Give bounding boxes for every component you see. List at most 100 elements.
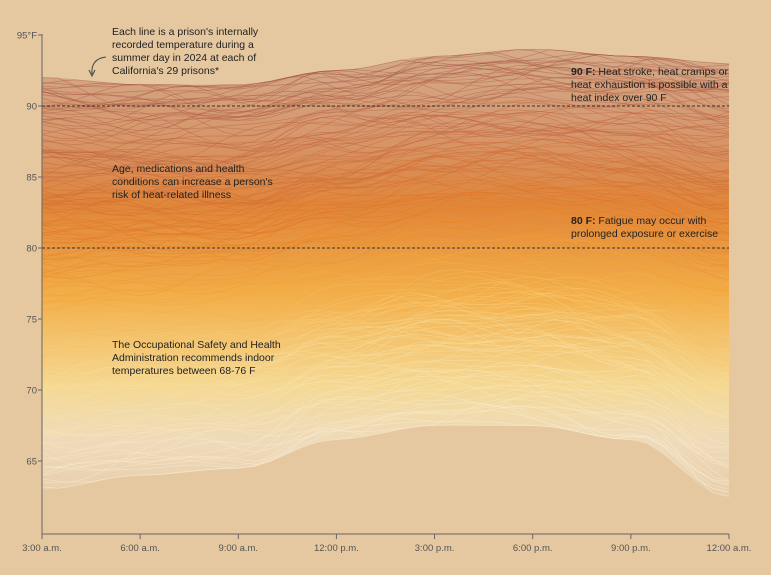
prison-temperature-line [41, 287, 730, 377]
annotation-bold: 90 F: [571, 66, 596, 78]
annotation-line: Administration recommends indoor [112, 352, 275, 364]
prison-temperature-line [41, 109, 730, 171]
svg-text:Each line is a prison's intern: Each line is a prison's internally record… [112, 26, 259, 77]
prison-temperature-line [41, 76, 730, 140]
prison-temperature-line [41, 373, 730, 437]
prison-temperature-line [41, 314, 730, 382]
annotation-age: Age, medications and health conditions ca… [112, 163, 273, 201]
x-tick-label: 9:00 a.m. [218, 543, 258, 554]
prison-temperature-line [41, 292, 730, 372]
curved-arrow-icon [91, 56, 107, 75]
prison-temperature-line [41, 271, 730, 331]
prison-temperature-line [41, 48, 730, 87]
annotation-line: Each line is a prison's internally [112, 26, 259, 38]
annotation-90f: 90 F: Heat stroke, heat cramps or heat ex… [571, 66, 728, 104]
prison-temperature-line [41, 247, 730, 311]
prison-temperature-line [41, 368, 730, 434]
prison-temperature-line [41, 276, 730, 357]
annotation-line: heat exhaustion is possible with a [571, 79, 728, 91]
prison-temperature-line [41, 72, 730, 118]
prison-temperature-line [41, 252, 730, 304]
prison-temperature-line [41, 352, 730, 439]
prison-temperature-line [41, 320, 730, 401]
prison-temperature-line [41, 342, 730, 427]
prison-temperature-line [41, 335, 730, 417]
prison-temperature-line [41, 81, 730, 127]
prison-temperature-line [41, 367, 730, 448]
prison-temperature-line [41, 240, 730, 297]
prison-temperature-line [41, 150, 730, 210]
y-tick-label: 70 [26, 386, 37, 397]
prison-temperature-line [41, 78, 730, 146]
prison-temperature-line [41, 283, 730, 337]
prison-temperature-line [41, 132, 730, 179]
annotation-80f: 80 F: Fatigue may occur with prolonged ex… [571, 215, 718, 240]
prison-temperature-line [41, 114, 730, 172]
annotation-each-line: Each line is a prison's internally record… [88, 26, 259, 78]
prison-temperature-line [41, 110, 730, 161]
annotation-line: heat index over 90 F [571, 92, 667, 104]
prison-temperature-line [41, 262, 730, 317]
prison-temperature-line [41, 314, 730, 379]
prison-temperature-line [41, 233, 730, 292]
prison-temperature-line [41, 109, 730, 167]
arrowhead-icon [88, 69, 96, 78]
y-axis-ticks: 95°F 90 85 80 75 70 65 [17, 31, 42, 468]
prison-temperature-line [41, 99, 730, 145]
prison-temperature-line [41, 79, 730, 136]
prison-temperature-line [41, 113, 730, 168]
prison-temperature-line [41, 328, 730, 429]
prison-temperature-line [41, 401, 730, 482]
prison-temperature-line [41, 360, 730, 430]
x-tick-label: 3:00 a.m. [22, 543, 62, 554]
prison-temperature-line [41, 176, 730, 241]
prison-temperature-line [41, 141, 730, 202]
annotation-line: Heat stroke, heat cramps or [596, 66, 729, 78]
prison-temperature-line [41, 332, 730, 403]
prison-temperature-line [41, 211, 730, 268]
prison-temperature-line [41, 131, 730, 209]
annotation-line: The Occupational Safety and Health [112, 339, 281, 351]
prison-temperature-line [41, 360, 730, 418]
prison-temperature-line [41, 249, 730, 321]
prison-temperature-line [41, 287, 730, 345]
prison-temperature-line [41, 104, 730, 169]
prison-temperature-line [41, 61, 730, 114]
prison-temperature-line [41, 373, 730, 445]
y-tick-label: 80 [26, 244, 37, 255]
prison-temperature-line [41, 308, 730, 373]
annotation-osha: The Occupational Safety and Health Admini… [112, 339, 281, 377]
prison-temperature-line [41, 345, 730, 414]
prison-temperature-line [41, 286, 730, 358]
annotation-line: risk of heat-related illness [112, 189, 231, 201]
y-tick-label: 65 [26, 457, 37, 468]
prison-temperature-line [42, 251, 730, 306]
prison-temperature-line [42, 176, 730, 235]
prison-temperature-lines [41, 48, 730, 497]
prison-temperature-line [41, 127, 730, 172]
prison-temperature-line [41, 155, 730, 222]
prison-temperature-line [41, 334, 730, 392]
prison-temperature-line [41, 59, 730, 119]
x-axis-ticks: 3:00 a.m. 6:00 a.m. 9:00 a.m. 12:00 p.m. 3:0… [22, 534, 751, 554]
prison-temperature-line [41, 212, 730, 282]
prison-temperature-line [41, 206, 730, 254]
prison-temperature-line [41, 318, 730, 399]
annotation-line: temperatures between 68-76 F [112, 365, 256, 377]
prison-temperature-line [41, 329, 730, 397]
prison-temperature-line [41, 405, 730, 493]
prison-temperature-line [41, 159, 730, 214]
prison-temperature-line [41, 60, 730, 113]
prison-temperature-line [41, 54, 730, 104]
prison-temperature-line [41, 395, 730, 483]
prison-temperature-line [41, 229, 730, 295]
prison-temperature-line [41, 115, 730, 172]
prison-temperature-line [41, 361, 730, 467]
annotation-line: summer day in 2024 at each of [112, 52, 256, 64]
prison-temperature-line [41, 294, 730, 372]
prison-temperature-line [41, 297, 730, 355]
prison-temperature-line [41, 214, 730, 268]
